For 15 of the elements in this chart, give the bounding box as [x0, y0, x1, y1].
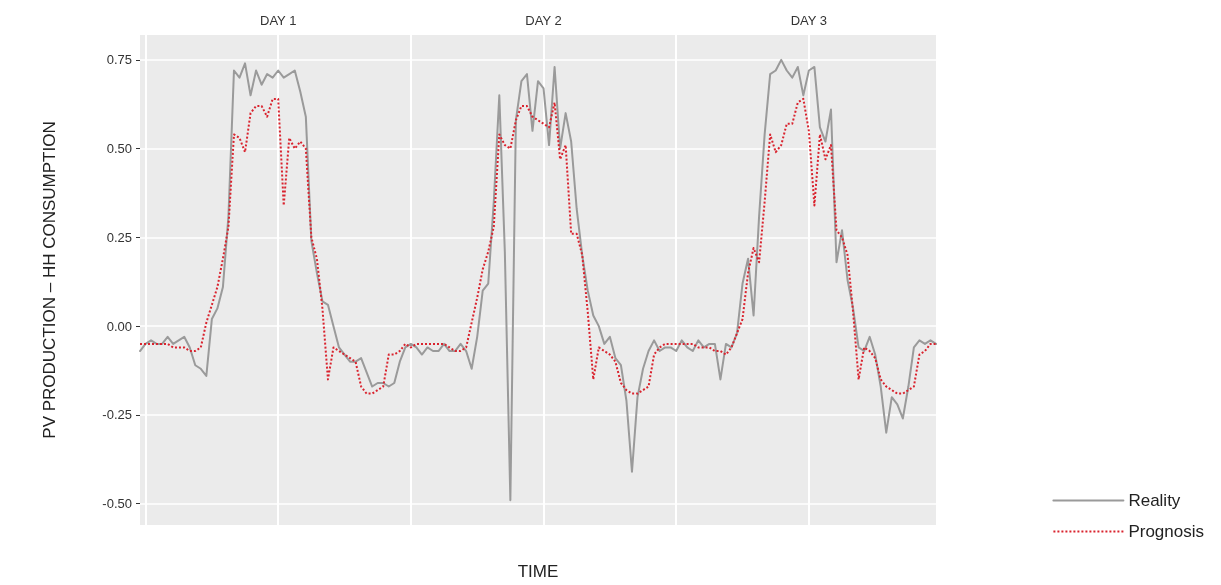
legend-label: Prognosis — [1128, 522, 1205, 541]
text: DAY 1 — [260, 13, 297, 28]
y-tick-label: 0.25 — [106, 229, 132, 245]
y-axis-title: PV PRODUCTION – HH CONSUMPTION — [40, 121, 59, 439]
text: DAY 3 — [790, 13, 828, 28]
y-tick-label: 0.50 — [106, 141, 132, 157]
y-tick-label: -0.50 — [102, 496, 132, 512]
text: DAY 2 — [525, 13, 562, 28]
y-tick-label: 0.75 — [106, 52, 132, 68]
line-series — [139, 58, 937, 502]
legend-label: Reality — [1128, 491, 1181, 510]
y-tick-label: -0.25 — [102, 407, 132, 423]
y-tick-label: 0.00 — [106, 318, 132, 334]
line-series — [139, 97, 937, 395]
x-axis-title: TIME — [517, 562, 559, 581]
